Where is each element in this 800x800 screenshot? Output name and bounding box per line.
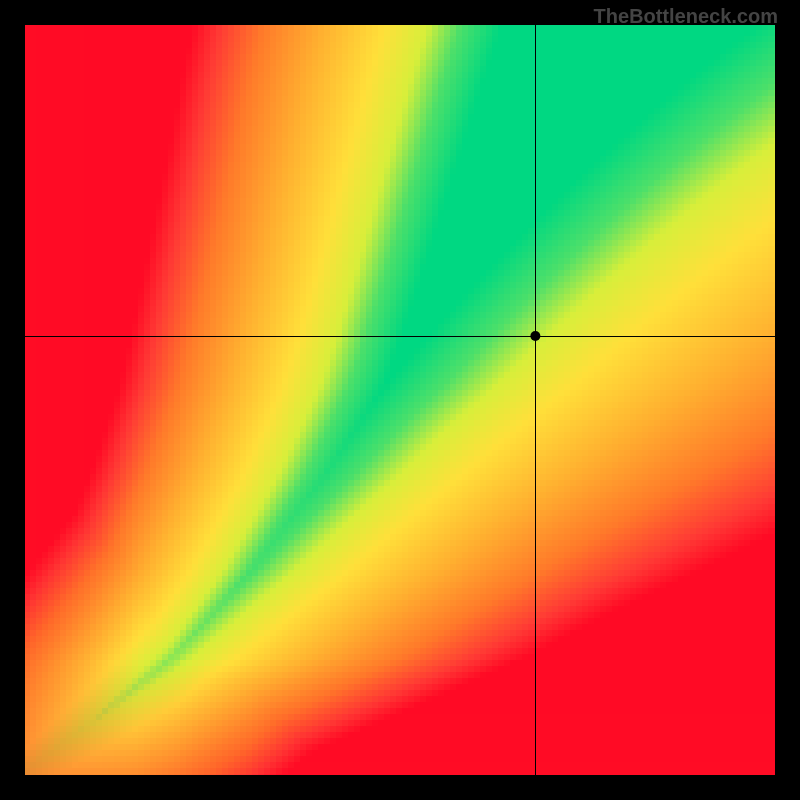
watermark-text: TheBottleneck.com <box>594 6 778 29</box>
chart-container: TheBottleneck.com <box>0 0 800 800</box>
bottleneck-heatmap <box>0 0 800 800</box>
